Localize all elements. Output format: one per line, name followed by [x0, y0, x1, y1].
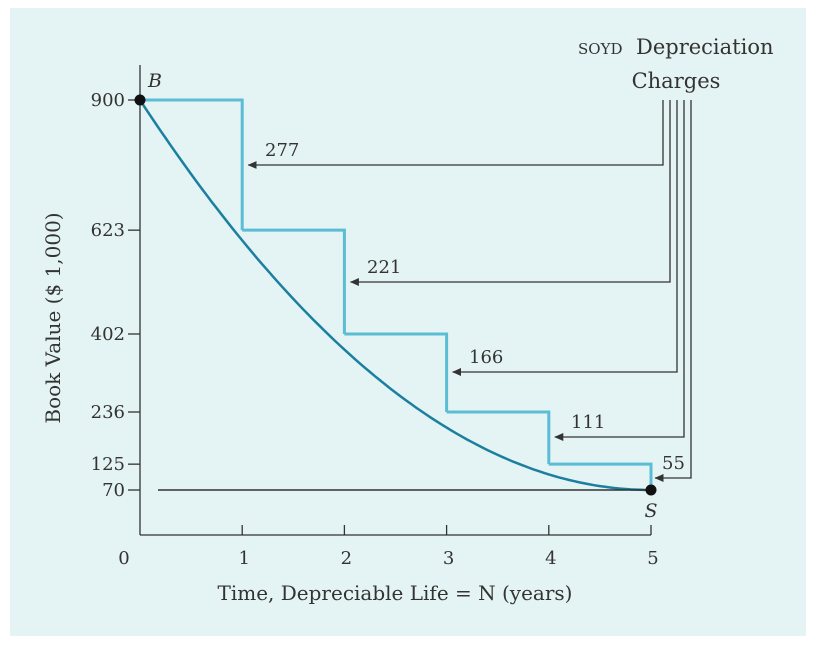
x-axis-label: Time, Depreciable Life = N (years) — [218, 581, 573, 605]
chart-panel — [10, 8, 806, 636]
charge-label-5: 55 — [662, 453, 685, 474]
depreciation-step-1 — [140, 98, 244, 231]
charge-arrow-4 — [554, 100, 685, 441]
y-tick-label-623: 623 — [91, 220, 125, 241]
start-point-label: B — [147, 70, 162, 92]
charge-label-3: 166 — [469, 347, 503, 368]
charge-label-1: 277 — [265, 140, 299, 161]
y-tick-label-402: 402 — [91, 324, 125, 345]
tick-labels: 0 1 2 3 4 5 900 623 402 236 125 70 — [91, 90, 659, 569]
axes — [128, 65, 652, 536]
book-value-curve — [138, 99, 651, 492]
y-tick-label-236: 236 — [91, 402, 125, 423]
x-tick-label-5: 5 — [647, 548, 658, 569]
y-tick-label-70: 70 — [102, 480, 125, 501]
y-axis-label: Book Value ($ 1,000) — [41, 212, 65, 423]
x-tick-label-2: 2 — [341, 548, 352, 569]
charge-label-4: 111 — [571, 412, 605, 433]
x-tick-label-1: 1 — [238, 548, 249, 569]
charge-arrow-3 — [452, 100, 678, 376]
charge-labels: 277 221 166 111 55 — [265, 140, 685, 474]
salvage-point-dot — [645, 484, 657, 496]
charge-arrow-2 — [349, 100, 671, 286]
charges-caption-line2: Charges — [632, 69, 721, 93]
start-point-dot — [134, 94, 146, 106]
y-tick-label-900: 900 — [91, 90, 125, 111]
book-value-curve-group — [138, 99, 651, 492]
charges-caption-prefix: SOYD — [578, 40, 623, 58]
depreciation-step-5 — [548, 462, 653, 490]
y-tick-label-125: 125 — [91, 454, 125, 475]
depreciation-step-3 — [344, 332, 449, 412]
charge-arrow-5 — [654, 100, 692, 482]
x-tick-label-4: 4 — [545, 548, 556, 569]
charge-arrow-1 — [247, 100, 664, 169]
charge-arrows — [247, 100, 692, 482]
x-tick-label-3: 3 — [443, 548, 454, 569]
x-tick-label-0: 0 — [118, 548, 129, 569]
depreciation-step-2 — [242, 228, 346, 334]
salvage-point-label: S — [644, 500, 657, 522]
step-lines — [140, 98, 653, 490]
charges-caption-suffix: Depreciation — [636, 35, 774, 59]
charge-label-2: 221 — [367, 257, 401, 278]
depreciation-step-4 — [446, 410, 551, 465]
end-points: BS — [134, 70, 658, 522]
